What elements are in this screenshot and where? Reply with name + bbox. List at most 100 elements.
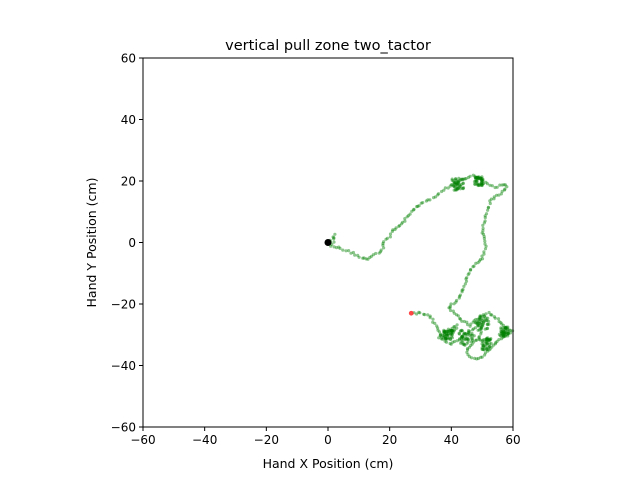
trajectory-point [481, 343, 485, 347]
trajectory-point [476, 177, 480, 181]
trajectory-point [446, 333, 450, 337]
trajectory-point [481, 179, 485, 183]
trajectory-point [472, 319, 476, 323]
trajectory-point [458, 293, 462, 297]
trajectory-point [504, 326, 508, 330]
trajectory-point [443, 329, 447, 333]
trajectory-point [466, 338, 470, 342]
trajectory-point [500, 331, 504, 335]
trajectory-point [466, 323, 470, 327]
trajectory-point [445, 333, 449, 337]
trajectory-point [480, 347, 484, 351]
trajectory-point [455, 339, 459, 343]
trajectory-point [502, 183, 506, 187]
trajectory-point [472, 327, 476, 331]
trajectory-point [472, 334, 476, 338]
trajectory-point [436, 326, 440, 330]
trajectory-point [477, 319, 481, 324]
trajectory-point [483, 247, 488, 251]
trajectory-point [481, 344, 486, 348]
trajectory-point [470, 333, 474, 337]
trajectory-point [488, 338, 492, 342]
trajectory-point [458, 329, 462, 333]
trajectory-point [482, 317, 486, 321]
trajectory-point [472, 264, 476, 268]
trajectory-point [479, 327, 483, 331]
trajectory-point [446, 327, 450, 331]
trajectory-point [364, 257, 368, 261]
trajectory-point [475, 176, 480, 180]
trajectory-point [447, 330, 451, 334]
trajectory-point [349, 251, 353, 255]
trajectory-point [454, 177, 458, 181]
trajectory-point [480, 180, 484, 184]
trajectory-point [417, 310, 421, 314]
trajectory-point [486, 349, 490, 353]
x-tick-label: −40 [192, 433, 217, 447]
trajectory-point [466, 353, 470, 357]
trajectory-point [419, 201, 423, 205]
trajectory-point [454, 300, 458, 304]
trajectory-point [482, 338, 486, 342]
trajectory-point [474, 176, 478, 180]
trajectory-point [406, 214, 411, 218]
trajectory-point [476, 324, 480, 328]
trajectory-point [488, 342, 492, 346]
trajectory-point [448, 337, 452, 341]
trajectory-point [485, 340, 489, 344]
trajectory-point [477, 321, 482, 325]
trajectory-point [476, 175, 480, 179]
trajectory-point [475, 320, 479, 324]
trajectory-point [479, 177, 483, 181]
trajectory-point [481, 344, 485, 348]
trajectory-point [502, 330, 506, 334]
x-tick-label: 60 [505, 433, 520, 447]
trajectory-point [461, 178, 465, 182]
trajectory-point [507, 328, 511, 332]
trajectory-point [428, 316, 432, 320]
trajectory-point [482, 221, 486, 225]
trajectory-point [435, 324, 439, 328]
trajectory-point [500, 330, 504, 334]
trajectory-point [456, 187, 460, 191]
trajectory-point [457, 179, 461, 183]
trajectory-point [475, 322, 479, 326]
trajectory-point [481, 313, 485, 317]
trajectory-point [467, 331, 471, 335]
trajectory-point [450, 183, 454, 187]
trajectory-point [377, 251, 381, 255]
trajectory-point [474, 321, 478, 325]
trajectory-point [456, 187, 460, 191]
trajectory-point [428, 198, 432, 202]
trajectory-point [476, 323, 480, 327]
trajectory-point [478, 322, 482, 326]
trajectory-point [403, 219, 407, 223]
trajectory-point [455, 298, 459, 303]
trajectory-point [458, 184, 462, 188]
trajectory-point [461, 335, 465, 339]
trajectory-point [503, 326, 508, 330]
trajectory-point [489, 313, 493, 317]
trajectory-point [461, 182, 465, 186]
x-axis: −60 −40 −20 0 20 40 60 [130, 427, 521, 447]
trajectory-point [449, 183, 453, 187]
trajectory-point [453, 328, 457, 332]
trajectory-point [379, 250, 383, 254]
y-tick-label: 20 [121, 175, 136, 189]
y-tick-label: 0 [128, 236, 136, 250]
trajectory-point [473, 326, 478, 330]
trajectory-point [482, 348, 486, 352]
trajectory-point [357, 255, 361, 259]
trajectory-point [482, 344, 486, 348]
trajectory-point [504, 331, 508, 335]
trajectory-point [462, 332, 466, 336]
trajectory-point [477, 335, 481, 339]
trajectory-point [361, 256, 365, 260]
trajectory-point [483, 327, 487, 331]
trajectory-point [453, 181, 457, 185]
trajectory-point [487, 344, 491, 348]
trajectory-point [480, 324, 484, 328]
trajectory-point [444, 336, 448, 340]
trajectory-point [495, 339, 499, 343]
trajectory-point [458, 185, 462, 189]
